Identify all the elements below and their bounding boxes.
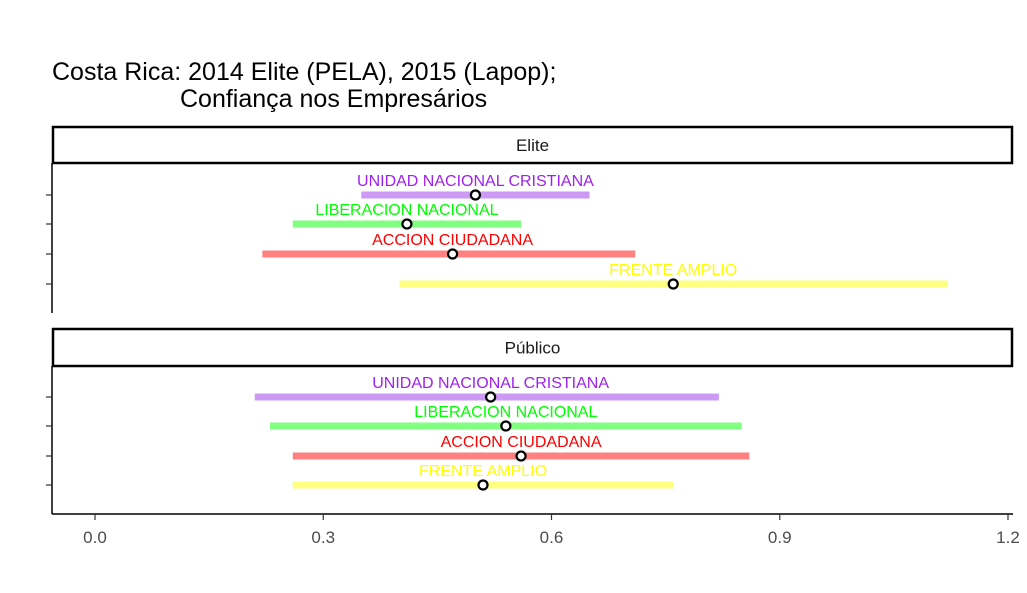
x-tick-label: 1.2 — [996, 528, 1020, 547]
series-label: UNIDAD NACIONAL CRISTIANA — [357, 173, 594, 190]
x-tick-label: 0.9 — [768, 528, 792, 547]
x-tick-label: 0.3 — [311, 528, 335, 547]
series-label: FRENTE AMPLIO — [419, 463, 547, 480]
series-label: LIBERACION NACIONAL — [315, 202, 498, 219]
x-tick-label: 0.6 — [540, 528, 564, 547]
x-tick-label: 0.0 — [83, 528, 107, 547]
data-point — [485, 391, 497, 403]
panel-strip — [51, 125, 1014, 165]
series-label: ACCION CIUDADANA — [372, 232, 533, 249]
panels-layer: Elite UNIDAD NACIONAL CRISTIANA LIBERACION… — [46, 125, 1014, 514]
data-point — [500, 420, 512, 432]
data-point — [469, 189, 482, 201]
series-label: FRENTE AMPLIO — [609, 262, 737, 279]
data-point — [446, 248, 459, 260]
chart-title-line1: Costa Rica: 2014 Elite (PELA), 2015 (Lap… — [52, 58, 556, 86]
panel-strip-label: Elite — [516, 136, 549, 155]
series-label: UNIDAD NACIONAL CRISTIANA — [372, 375, 609, 392]
data-point — [477, 479, 489, 491]
panel-0: Elite UNIDAD NACIONAL CRISTIANA LIBERACION… — [46, 125, 1014, 313]
panel-1: Público UNIDAD NACIONAL CRISTIANA LIBERACI… — [46, 327, 1014, 514]
panel-strip — [51, 327, 1014, 368]
series-label: LIBERACION NACIONAL — [414, 404, 597, 421]
x-axis: 0.0 0.3 0.6 0.9 1.2 — [52, 513, 1020, 547]
data-point — [401, 218, 413, 230]
panel-strip-label: Público — [505, 339, 561, 358]
chart-title-line2: Confiança nos Empresários — [180, 85, 487, 113]
data-point — [667, 278, 679, 290]
series-label: ACCION CIUDADANA — [441, 434, 602, 451]
data-point — [515, 450, 527, 462]
